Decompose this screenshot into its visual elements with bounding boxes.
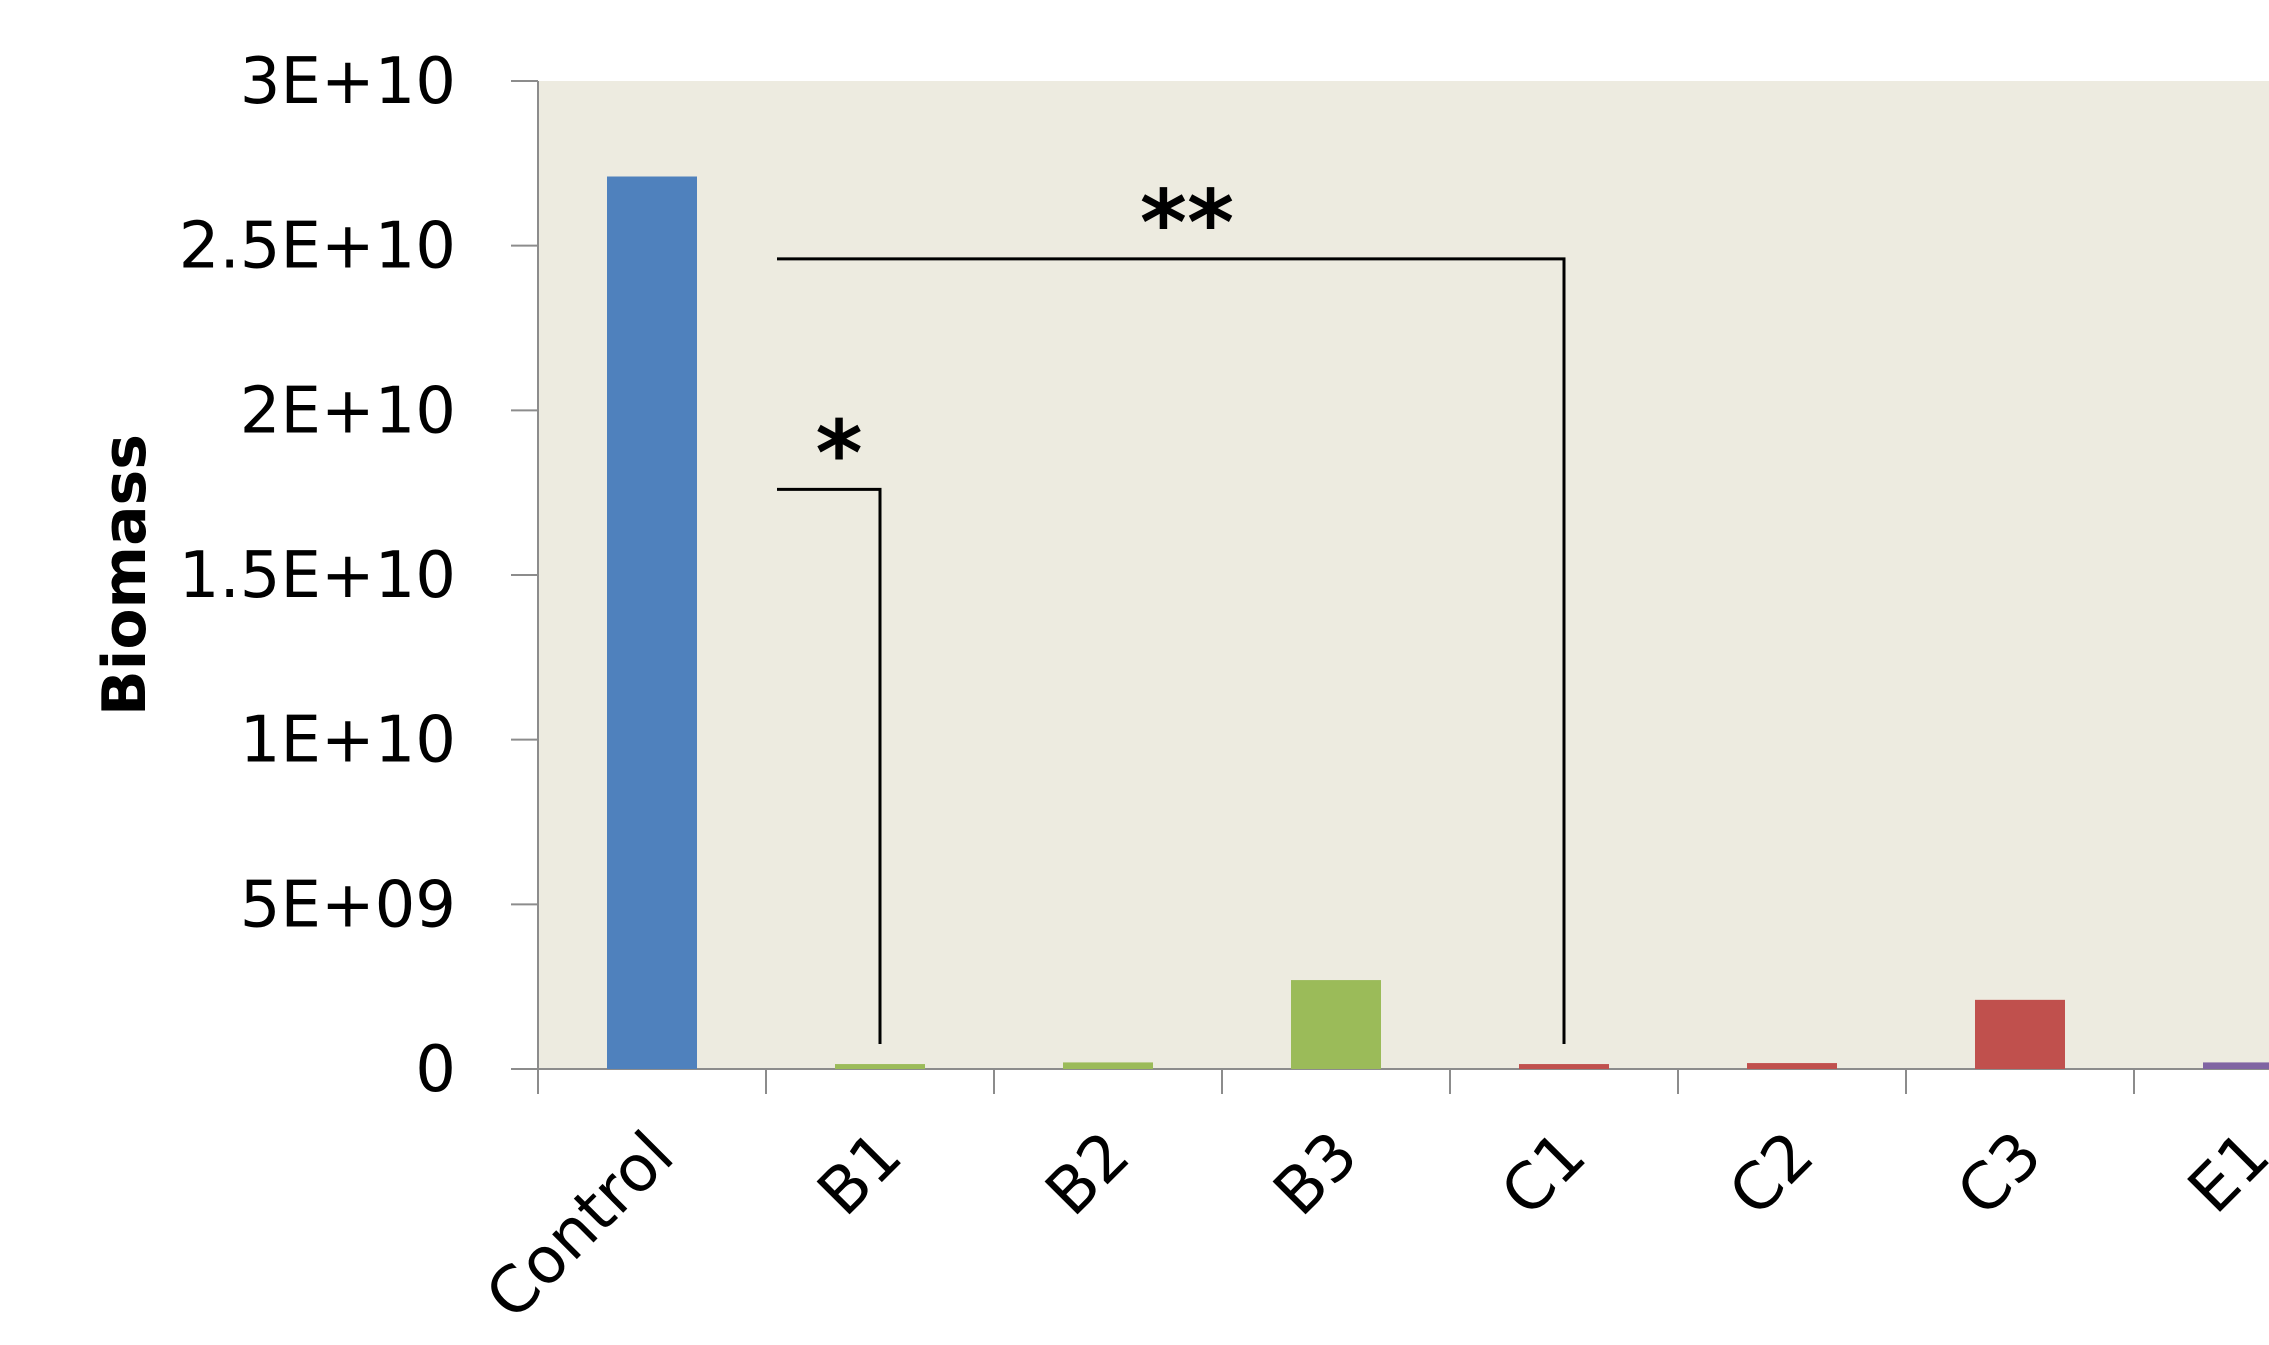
- x-tick-label: C2: [1716, 1118, 1829, 1231]
- x-tick-label: B2: [1032, 1118, 1144, 1230]
- y-tick-label: 3E+10: [240, 45, 456, 119]
- significance-bracket: [777, 257, 1566, 1044]
- x-tick-label: C3: [1944, 1118, 2057, 1231]
- bar-e1: [2203, 1062, 2269, 1069]
- bar-c1: [1519, 1064, 1609, 1069]
- y-axis: 0 5E+09 1E+10 1.5E+10 2E+10 2.5E+10 3E+10: [179, 45, 539, 1107]
- bar-b3: [1291, 980, 1381, 1069]
- x-tick-label: E1: [2175, 1118, 2269, 1228]
- x-tick-label: B1: [804, 1118, 916, 1230]
- bar-c2: [1747, 1063, 1837, 1069]
- bars: [607, 176, 2269, 1070]
- y-tick-label: 0: [415, 1033, 456, 1107]
- x-tick-label: C1: [1488, 1118, 1601, 1231]
- y-tick-label: 5E+09: [240, 868, 456, 942]
- x-tick-label: B3: [1260, 1118, 1372, 1230]
- x-axis: Control B1 B2 B3 C1 C2 C3 E1: [472, 1068, 2269, 1334]
- y-tick-label: 1.5E+10: [179, 539, 456, 613]
- plot-area: [538, 81, 2269, 1069]
- significance-label: **: [1140, 171, 1234, 276]
- bar-b1: [835, 1064, 925, 1069]
- bar-control: [607, 176, 697, 1070]
- y-tick-label: 1E+10: [240, 704, 456, 778]
- bar-c3: [1975, 999, 2065, 1069]
- bar-b2: [1063, 1062, 1153, 1069]
- y-tick-label: 2.5E+10: [179, 210, 456, 284]
- y-tick-label: 2E+10: [240, 374, 456, 448]
- significance-bracket: [777, 487, 882, 1044]
- y-axis-title: Biomass: [90, 434, 160, 716]
- significance-label: *: [815, 401, 862, 506]
- significance-annotations: ***: [777, 171, 1566, 1044]
- x-tick-label: Control: [472, 1118, 688, 1334]
